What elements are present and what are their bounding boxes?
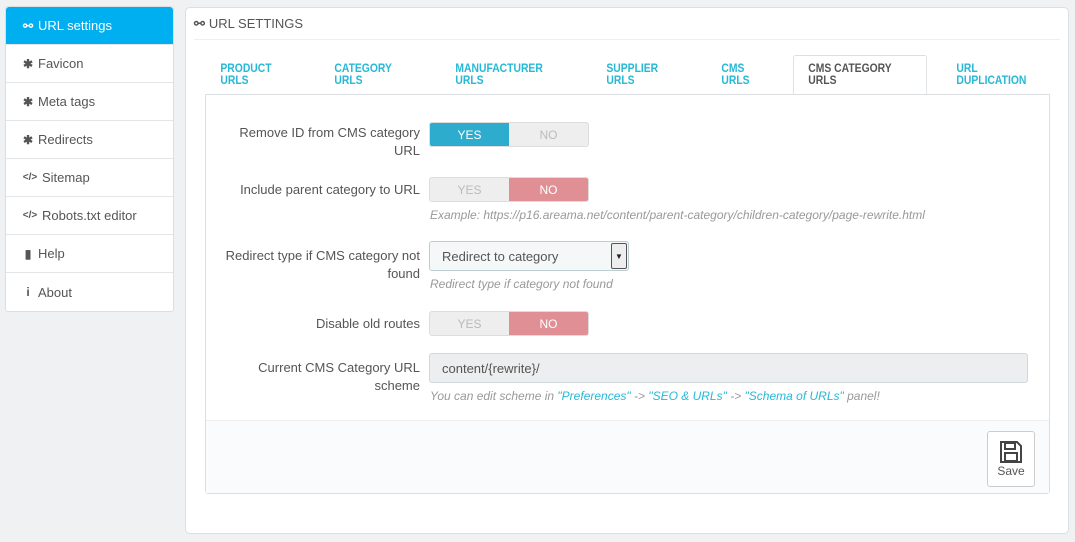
sidebar-item-label: Redirects xyxy=(38,132,93,147)
save-label: Save xyxy=(997,464,1025,478)
yes-option[interactable]: YES xyxy=(430,123,509,146)
info-icon: i xyxy=(26,285,30,299)
tab-bar: PRODUCT URLS CATEGORY URLS MANUFACTURER … xyxy=(206,55,1068,95)
no-option[interactable]: NO xyxy=(509,178,588,201)
code-icon: </> xyxy=(22,210,38,221)
tab-url-duplication[interactable]: URL DUPLICATION xyxy=(956,63,1027,87)
preferences-link[interactable]: "Preferences" xyxy=(557,389,631,403)
include-parent-switch[interactable]: YES NO xyxy=(429,177,589,202)
sidebar-item-label: Sitemap xyxy=(42,170,90,185)
disable-old-routes-label: Disable old routes xyxy=(315,316,420,331)
url-settings-panel: ⚯ URL SETTINGS PRODUCT URLS CATEGORY URLS… xyxy=(185,7,1069,534)
include-parent-help: Example: https://p16.areama.net/content/… xyxy=(430,208,925,222)
sidebar-item-label: URL settings xyxy=(38,18,112,33)
sidebar-item-redirects[interactable]: ✱ Redirects xyxy=(6,121,173,159)
disable-old-routes-switch[interactable]: YES NO xyxy=(429,311,589,336)
scheme-label: Current CMS Category URL scheme xyxy=(258,360,420,393)
tab-supplier-urls[interactable]: SUPPLIER URLS xyxy=(606,63,659,87)
scheme-input[interactable]: content/{rewrite}/ xyxy=(429,353,1028,383)
link-icon: ⚯ xyxy=(194,15,205,31)
panel-footer: Save xyxy=(206,420,1049,493)
remove-id-label: Remove ID from CMS category URL xyxy=(239,125,420,158)
redirect-type-select[interactable]: Redirect to category ▼ xyxy=(429,241,629,271)
remove-id-switch[interactable]: YES NO xyxy=(429,122,589,147)
sidebar-item-meta-tags[interactable]: ✱ Meta tags xyxy=(6,83,173,121)
tab-cms-category-urls[interactable]: CMS CATEGORY URLS xyxy=(793,55,927,95)
sidebar-item-about[interactable]: i About xyxy=(6,273,173,311)
gear-icon: ✱ xyxy=(22,94,34,109)
sidebar-item-label: Favicon xyxy=(38,56,84,71)
gear-icon: ✱ xyxy=(22,56,34,71)
schema-of-urls-link[interactable]: "Schema of URLs" xyxy=(744,389,844,403)
panel-heading: ⚯ URL SETTINGS xyxy=(194,8,1060,40)
sidebar-item-sitemap[interactable]: </> Sitemap xyxy=(6,159,173,197)
tab-manufacturer-urls[interactable]: MANUFACTURER URLS xyxy=(455,63,543,87)
code-icon: </> xyxy=(22,172,38,183)
yes-option[interactable]: YES xyxy=(457,182,482,197)
chevron-down-icon: ▼ xyxy=(611,243,627,269)
no-option[interactable]: NO xyxy=(539,127,558,142)
book-icon: ▮ xyxy=(24,246,32,261)
redirect-type-value: Redirect to category xyxy=(442,248,559,264)
seo-urls-link[interactable]: "SEO & URLs" xyxy=(648,389,727,403)
sidebar-item-robots-editor[interactable]: </> Robots.txt editor xyxy=(6,197,173,235)
tab-product-urls[interactable]: PRODUCT URLS xyxy=(220,63,272,87)
sidebar-item-favicon[interactable]: ✱ Favicon xyxy=(6,45,173,83)
sidebar: ⚯ URL settings ✱ Favicon ✱ Meta tags ✱ Redir… xyxy=(5,6,174,312)
tab-content: Remove ID from CMS category URL YES NO In… xyxy=(205,94,1050,494)
yes-option[interactable]: YES xyxy=(457,316,482,331)
tab-cms-urls[interactable]: CMS URLS xyxy=(721,63,750,87)
scheme-help: You can edit scheme in "Preferences" -> … xyxy=(430,389,880,403)
redirect-type-help: Redirect type if category not found xyxy=(430,277,613,291)
redirect-type-label: Redirect type if CMS category not found xyxy=(225,248,420,281)
sidebar-item-label: About xyxy=(38,284,72,300)
sidebar-item-label: Help xyxy=(38,246,65,261)
sidebar-item-label: Meta tags xyxy=(38,94,96,109)
include-parent-label: Include parent category to URL xyxy=(240,182,420,197)
no-option[interactable]: NO xyxy=(509,312,588,335)
tab-category-urls[interactable]: CATEGORY URLS xyxy=(334,63,393,87)
panel-title: URL SETTINGS xyxy=(208,16,304,31)
link-icon: ⚯ xyxy=(22,18,34,33)
gear-icon: ✱ xyxy=(22,132,34,147)
sidebar-item-help[interactable]: ▮ Help xyxy=(6,235,173,273)
save-button[interactable]: Save xyxy=(987,431,1035,487)
sidebar-item-label: Robots.txt editor xyxy=(42,208,137,223)
sidebar-item-url-settings[interactable]: ⚯ URL settings xyxy=(6,7,173,45)
floppy-disk-icon xyxy=(1000,441,1022,463)
